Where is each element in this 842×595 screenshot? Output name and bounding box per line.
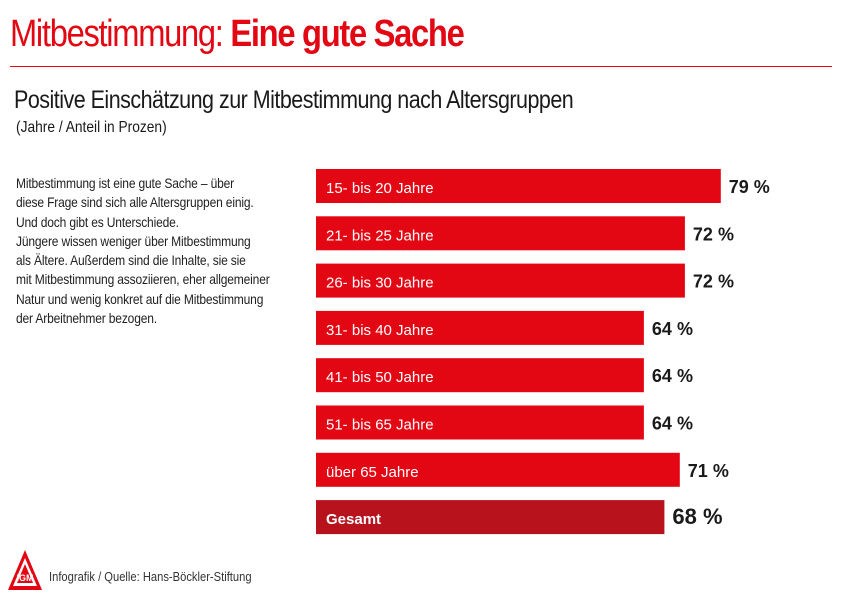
bar [316,263,685,298]
bar-group: 15- bis 20 Jahre 79 % [316,169,770,203]
bar [316,405,644,440]
bar-value-label: 64 % [652,414,693,434]
title-light: Mitbestimmung: [10,13,224,55]
source-note: Infografik / Quelle: Hans-Böckler-Stiftu… [49,569,252,584]
bar-group: 26- bis 30 Jahre 72 % [316,263,734,298]
bar-category-label: Gesamt [326,511,381,528]
chart-subtitle: Positive Einschätzung zur Mitbestimmung … [14,86,574,114]
bar-group: 31- bis 40 Jahre 64 % [316,310,693,345]
bar-category-label: 41- bis 50 Jahre [326,369,434,386]
bar-category-label: 15- bis 20 Jahre [326,180,434,197]
bar [316,452,680,487]
bar-value-label: 64 % [652,366,693,386]
chart-unit-note: (Jahre / Anteil in Prozen) [16,119,167,136]
bar-value-label: 79 % [729,177,770,197]
title-divider [10,66,832,67]
logo-text: IGM [17,573,34,583]
total-bar [316,500,665,535]
bar-category-label: 26- bis 30 Jahre [326,275,434,292]
description-text: Mitbestimmung ist eine gute Sache – über… [16,174,300,328]
description-line: der Arbeitnehmer bezogen. [16,310,157,327]
description-line: Mitbestimmung ist eine gute Sache – über [16,175,234,191]
bar-group: 41- bis 50 Jahre 64 % [316,358,693,393]
bar-value-label: 71 % [688,461,729,481]
bar-category-label: 51- bis 65 Jahre [326,417,434,434]
description-line: Natur und wenig konkret auf die Mitbesti… [16,290,264,307]
total-bar-group: Gesamt 68 % [316,500,723,535]
bar-value-label: 64 % [652,319,693,339]
bar-value-label: 72 % [693,272,734,292]
bar-value-label: 68 % [672,504,722,529]
description-line: diese Frage sind sich alle Altersgruppen… [16,194,254,211]
bar-category-label: über 65 Jahre [326,464,419,481]
description-line: mit Mitbestimmung assoziieren, eher allg… [16,271,270,288]
page-title: Mitbestimmung: Eine gute Sache [10,10,465,58]
bar-category-label: 31- bis 40 Jahre [326,322,434,339]
igm-logo-icon: IGM [8,550,42,590]
bar-category-label: 21- bis 25 Jahre [326,227,434,244]
bar-group: über 65 Jahre 71 % [316,452,729,487]
bar [316,169,721,203]
bar [316,310,644,345]
bar-group: 51- bis 65 Jahre 64 % [316,405,693,440]
description-line: Jüngere wissen weniger über Mitbestimmun… [16,232,251,249]
title-bold: Eine gute Sache [230,13,464,55]
description-line: Und doch gibt es Unterschiede. [16,213,179,230]
bar [316,216,685,251]
bar-group: 21- bis 25 Jahre 72 % [316,216,734,251]
description-line: als Ältere. Außerdem sind die Inhalte, s… [16,252,246,269]
bar [316,358,644,393]
bar-value-label: 72 % [693,224,734,244]
